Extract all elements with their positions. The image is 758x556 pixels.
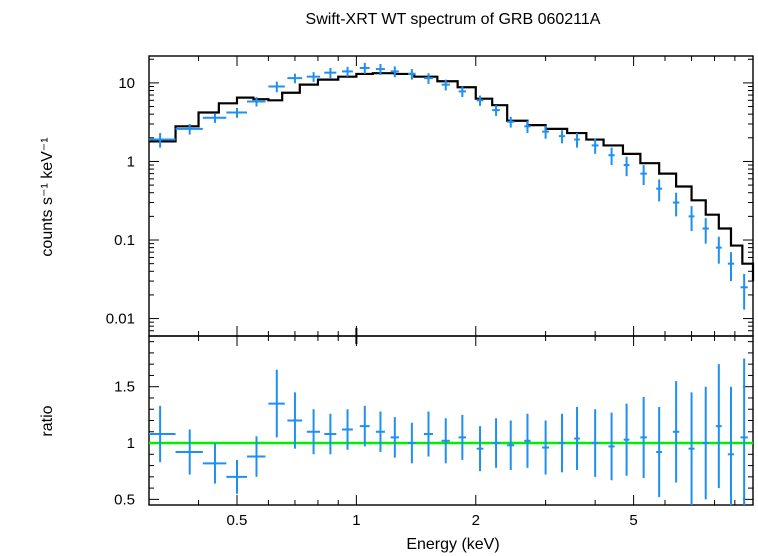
data-point [441, 79, 450, 91]
ratio-point [375, 411, 385, 453]
data-point [727, 252, 735, 282]
ratio-point [591, 409, 599, 477]
ratio-point [623, 403, 630, 476]
x-tick-label: 0.5 [227, 512, 248, 529]
y-tick-label: 0.5 [114, 491, 135, 508]
data-point [574, 133, 580, 148]
ratio-point [287, 392, 303, 449]
data-point [542, 125, 550, 139]
data-point [702, 218, 709, 244]
ratio-point [688, 392, 695, 505]
ratio-point [702, 386, 709, 500]
spectrum-y-axis-label: counts s⁻¹ keV⁻¹ [39, 137, 56, 256]
ratio-point [740, 358, 748, 505]
ratio-point [608, 412, 615, 481]
ratio-y-axis-label: ratio [39, 405, 56, 436]
data-point [492, 105, 500, 116]
data-point [324, 67, 337, 79]
x-tick-label: 2 [472, 512, 480, 529]
ratio-panel: 0.5 1 2 5 0.5 1 1.5 [114, 335, 754, 529]
ratio-point [306, 409, 321, 455]
ratio-point [268, 369, 285, 438]
ratio-point [558, 413, 566, 473]
data-point [476, 95, 484, 106]
data-point [268, 81, 285, 93]
data-point [408, 69, 416, 80]
data-point [672, 192, 680, 217]
ratio-point [423, 411, 433, 457]
ratio-point [672, 381, 680, 483]
y-tick-label: 10 [118, 75, 135, 92]
data-point [507, 116, 515, 128]
data-point [226, 107, 248, 118]
data-point [375, 64, 385, 76]
data-point [149, 133, 176, 148]
data-point [656, 179, 663, 202]
y-tick-label: 1.5 [114, 379, 135, 396]
ratio-point [476, 426, 484, 472]
data-point [342, 66, 353, 77]
x-tick-label: 5 [629, 512, 637, 529]
ratio-point [390, 417, 399, 458]
data-point [740, 273, 748, 310]
data-point [202, 113, 227, 123]
data-point [608, 147, 615, 166]
data-point [715, 236, 722, 264]
ratio-point [458, 414, 467, 460]
data-point [359, 62, 370, 74]
ratio-point [640, 396, 647, 478]
ratio-point [574, 406, 580, 471]
data-point [558, 130, 566, 144]
ratio-point [727, 386, 735, 505]
data-point [287, 73, 303, 84]
ratio-point [507, 420, 515, 471]
data-point [591, 138, 599, 154]
ratio-point [542, 420, 550, 475]
chart-title: Swift-XRT WT spectrum of GRB 060211A [306, 11, 601, 28]
ratio-point [226, 459, 248, 494]
y-tick-label: 0.1 [114, 232, 135, 249]
data-point [623, 156, 630, 177]
data-point [306, 72, 321, 82]
ratio-point [324, 413, 337, 455]
ratio-point [202, 443, 227, 484]
data-point [247, 97, 266, 107]
ratio-point [524, 413, 531, 468]
ratio-point [492, 418, 500, 468]
y-tick-label: 1 [127, 435, 135, 452]
ratio-point [342, 409, 353, 450]
data-point [458, 86, 467, 98]
data-point [688, 206, 695, 232]
data-point [640, 165, 647, 186]
data-point [524, 120, 531, 134]
ratio-point [408, 422, 416, 464]
data-point [175, 123, 203, 135]
data-point [423, 73, 433, 84]
ratio-point [175, 429, 203, 475]
ratio-point [656, 406, 663, 498]
ratio-point [149, 405, 176, 463]
data-point [390, 66, 399, 78]
ratio-frame [148, 335, 754, 506]
ratio-point [247, 436, 266, 477]
y-tick-label: 0.01 [106, 311, 135, 328]
x-tick-label: 1 [352, 512, 360, 529]
x-axis-label: Energy (keV) [406, 536, 499, 553]
ratio-point [441, 418, 450, 464]
ratio-point [715, 364, 722, 489]
ratio-point [359, 405, 370, 447]
y-tick-label: 1 [127, 153, 135, 170]
spectrum-panel: 0.01 0.1 1 10 [106, 55, 755, 344]
model-step-line [149, 72, 755, 282]
